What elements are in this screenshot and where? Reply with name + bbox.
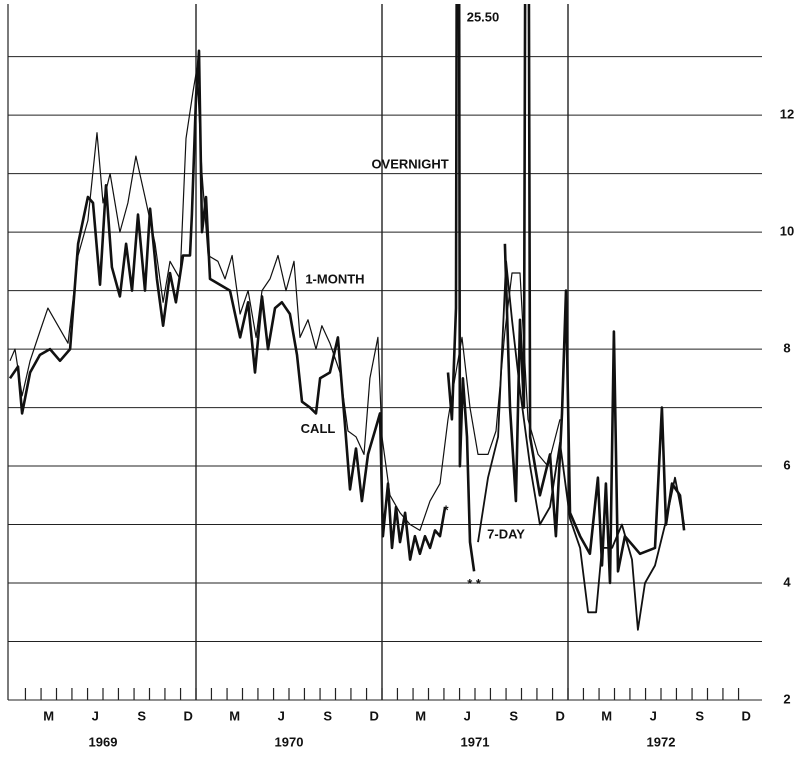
x-tick-label: J bbox=[278, 708, 285, 723]
x-tick-label: D bbox=[741, 708, 750, 723]
series-line bbox=[446, 4, 686, 585]
y-tick-label: 12 bbox=[780, 107, 794, 122]
series-line bbox=[8, 49, 447, 561]
annotation: CALL bbox=[301, 421, 336, 436]
annotation: 25.50 bbox=[467, 9, 500, 24]
year-label: 1972 bbox=[647, 734, 676, 749]
year-label: 1969 bbox=[89, 734, 118, 749]
y-tick-label: 2 bbox=[783, 691, 790, 706]
x-tick-label: M bbox=[229, 708, 240, 723]
annotation: 7-DAY bbox=[487, 527, 525, 542]
x-tick-label: S bbox=[509, 708, 518, 723]
x-tick-label: S bbox=[137, 708, 146, 723]
year-label: 1971 bbox=[461, 734, 490, 749]
grid bbox=[7, 4, 762, 701]
labels: 2 4 6 8 10 12 M J S D M J S D M J S D M J S D 1969 1970 1971 1972… bbox=[43, 9, 794, 749]
y-tick-label: 6 bbox=[783, 457, 790, 472]
annotation: 1-MONTH bbox=[305, 271, 364, 286]
x-tick-label: J bbox=[92, 708, 99, 723]
series-line bbox=[9, 67, 561, 531]
annotation: OVERNIGHT bbox=[371, 156, 448, 171]
x-tick-label: S bbox=[323, 708, 332, 723]
plot-lines bbox=[8, 4, 686, 631]
year-label: 1970 bbox=[275, 734, 304, 749]
x-tick-label: J bbox=[650, 708, 657, 723]
x-tick-label: M bbox=[43, 708, 54, 723]
x-tick-label: J bbox=[464, 708, 471, 723]
x-tick-label: M bbox=[601, 708, 612, 723]
x-tick-label: M bbox=[415, 708, 426, 723]
y-tick-label: 10 bbox=[780, 224, 794, 239]
y-tick-label: 8 bbox=[783, 341, 790, 356]
x-tick-label: D bbox=[369, 708, 378, 723]
series-line bbox=[477, 260, 685, 631]
x-tick-label: S bbox=[695, 708, 704, 723]
annotation: * bbox=[443, 503, 449, 518]
x-tick-label: D bbox=[183, 708, 192, 723]
x-tick-label: D bbox=[555, 708, 564, 723]
annotation: * * bbox=[467, 576, 482, 591]
y-tick-label: 4 bbox=[783, 574, 791, 589]
